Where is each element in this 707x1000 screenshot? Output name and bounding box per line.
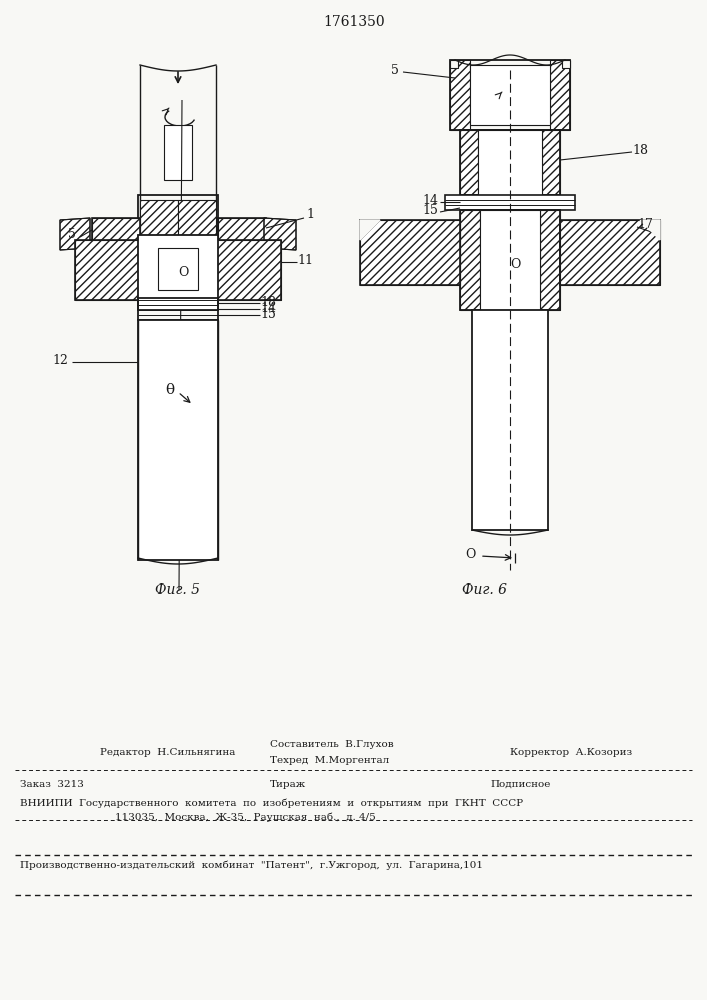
- Text: 12: 12: [52, 354, 68, 366]
- Text: 14: 14: [260, 302, 276, 314]
- Text: 18: 18: [260, 296, 276, 308]
- Text: Тираж: Тираж: [270, 780, 306, 789]
- Bar: [164, 125, 192, 180]
- Bar: [178, 200, 216, 240]
- Text: 113035,  Москва,  Ж-35,  Раушская  наб.,  д. 4/5: 113035, Москва, Ж-35, Раушская наб., д. …: [115, 812, 375, 822]
- Bar: [540, 210, 560, 310]
- Bar: [445, 195, 575, 210]
- Bar: [542, 130, 560, 195]
- Bar: [450, 60, 458, 68]
- Bar: [138, 298, 218, 320]
- Text: Редактор  Н.Сильнягина: Редактор Н.Сильнягина: [100, 748, 235, 757]
- Bar: [460, 130, 478, 195]
- Text: O: O: [178, 265, 188, 278]
- Bar: [470, 65, 550, 125]
- Text: 5: 5: [68, 229, 76, 241]
- Text: 15: 15: [260, 308, 276, 320]
- Text: O: O: [510, 258, 520, 271]
- Bar: [75, 240, 140, 300]
- Bar: [560, 220, 660, 285]
- Bar: [138, 195, 218, 243]
- Bar: [360, 220, 460, 285]
- Bar: [218, 218, 266, 248]
- Text: Заказ  3213: Заказ 3213: [20, 780, 84, 789]
- Bar: [140, 200, 178, 240]
- Bar: [450, 60, 570, 130]
- Text: 1761350: 1761350: [323, 15, 385, 29]
- Text: Составитель  В.Глухов: Составитель В.Глухов: [270, 740, 394, 749]
- Bar: [460, 210, 480, 310]
- Polygon shape: [264, 218, 296, 250]
- Text: Подписное: Подписное: [490, 780, 550, 789]
- Bar: [478, 130, 542, 195]
- Bar: [550, 60, 570, 130]
- Bar: [460, 130, 560, 195]
- Bar: [216, 240, 281, 300]
- Text: 18: 18: [632, 143, 648, 156]
- Bar: [450, 60, 470, 130]
- Text: Техред  М.Моргентал: Техред М.Моргентал: [270, 756, 390, 765]
- Text: 5: 5: [391, 64, 399, 77]
- Text: 1: 1: [306, 209, 314, 222]
- Bar: [138, 320, 218, 560]
- Text: θ: θ: [165, 383, 175, 397]
- Text: ВНИИПИ  Государственного  комитета  по  изобретениям  и  открытиям  при  ГКНТ  С: ВНИИПИ Государственного комитета по изоб…: [20, 798, 523, 808]
- Text: 11: 11: [297, 253, 313, 266]
- Bar: [216, 240, 281, 300]
- Text: 14: 14: [422, 194, 438, 207]
- Bar: [158, 248, 198, 290]
- Text: Производственно-издательский  комбинат  "Патент",  г.Ужгород,  ул.  Гагарина,101: Производственно-издательский комбинат "П…: [20, 860, 483, 869]
- Bar: [92, 218, 140, 248]
- Text: Фиг. 6: Фиг. 6: [462, 583, 508, 597]
- Bar: [480, 210, 540, 310]
- Bar: [562, 60, 570, 68]
- Text: 17: 17: [637, 219, 653, 232]
- Text: 15: 15: [422, 204, 438, 217]
- Bar: [138, 235, 218, 310]
- Bar: [92, 218, 140, 248]
- Polygon shape: [360, 220, 380, 240]
- Text: Корректор  А.Козориз: Корректор А.Козориз: [510, 748, 632, 757]
- Bar: [560, 220, 660, 285]
- Text: Фиг. 5: Фиг. 5: [156, 583, 201, 597]
- Text: O: O: [464, 548, 475, 562]
- Polygon shape: [640, 220, 660, 240]
- Polygon shape: [60, 218, 90, 250]
- Bar: [218, 218, 266, 248]
- Bar: [360, 220, 460, 285]
- Bar: [75, 240, 140, 300]
- Bar: [472, 310, 548, 530]
- Bar: [460, 210, 560, 310]
